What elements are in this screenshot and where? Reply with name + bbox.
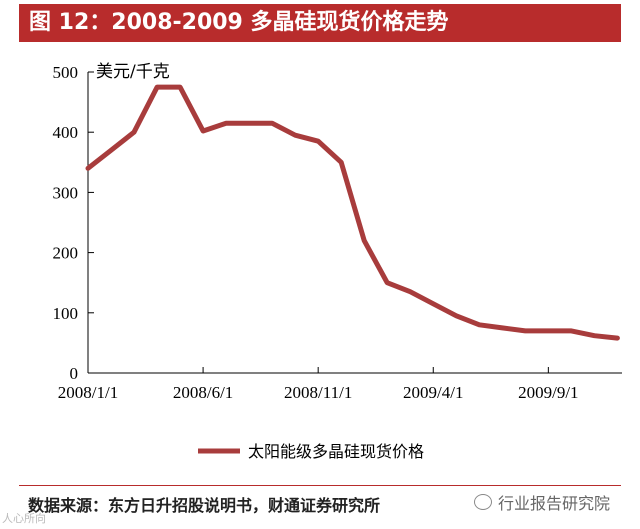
chart-plot xyxy=(85,84,620,341)
y-axis-unit-label: 美元/千克 xyxy=(96,62,170,82)
footer-divider xyxy=(19,485,621,486)
series-line xyxy=(85,84,620,341)
source-note: 数据来源：东方日升招股说明书，财通证券研究所 xyxy=(28,496,381,515)
y-tick-label: 200 xyxy=(53,244,79,263)
wechat-icon xyxy=(474,494,492,510)
corner-watermark: 人心所向 xyxy=(2,512,46,525)
y-tick-label: 0 xyxy=(70,364,79,383)
x-tick-label: 2008/6/1 xyxy=(173,383,233,402)
figure-title: 图 12：2008-2009 多晶硅现货价格走势 xyxy=(19,4,621,42)
x-tick-label: 2008/11/1 xyxy=(284,383,352,402)
line-chart: 0 100 200 300 400 500 2008/1/1 2008/6/1 2008/11/… xyxy=(53,62,622,461)
chart-axes: 0 100 200 300 400 500 2008/1/1 2008/6/1 2008/11/… xyxy=(53,62,622,402)
watermark: 行业报告研究院 xyxy=(474,490,610,514)
x-tick-label: 2008/1/1 xyxy=(58,383,118,402)
y-tick-label: 100 xyxy=(53,304,79,323)
x-tick-label: 2009/9/1 xyxy=(518,383,578,402)
chart-legend: 太阳能级多晶硅现货价格 xyxy=(198,442,424,461)
chart-area: 0 100 200 300 400 500 2008/1/1 2008/6/1 2008/11/… xyxy=(0,42,640,482)
y-tick-label: 400 xyxy=(53,123,79,142)
x-tick-label: 2009/4/1 xyxy=(403,383,463,402)
y-tick-label: 500 xyxy=(53,63,79,82)
y-tick-label: 300 xyxy=(53,183,79,202)
legend-label: 太阳能级多晶硅现货价格 xyxy=(248,442,424,461)
watermark-text: 行业报告研究院 xyxy=(498,494,611,513)
